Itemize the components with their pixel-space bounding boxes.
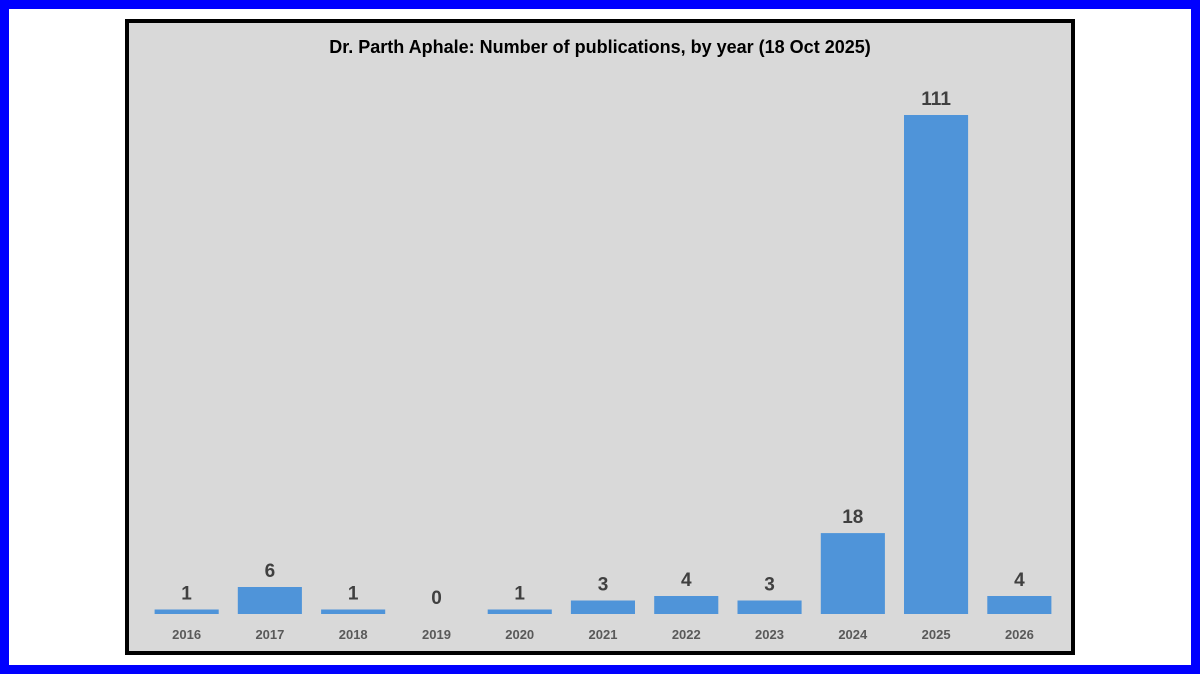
- data-label-2025: 111: [921, 89, 951, 110]
- bar-2024: [820, 533, 885, 614]
- data-label-2023: 3: [764, 575, 775, 596]
- bar-chart-plot: 1 2016 6 2017 1 2018 0 2019 1 2020 3 2021 4 2022 3 2023…: [154, 89, 1052, 642]
- data-label-2024: 18: [842, 507, 863, 528]
- bar-2020: [487, 609, 552, 614]
- x-tick-label-2018: 2018: [339, 627, 368, 642]
- data-label-2016: 1: [181, 584, 192, 605]
- x-tick-label-2017: 2017: [255, 627, 284, 642]
- data-label-2026: 4: [1014, 570, 1025, 591]
- bar-2025: [904, 115, 969, 614]
- x-tick-label-2023: 2023: [755, 627, 784, 642]
- bar-2022: [654, 596, 719, 614]
- data-label-2022: 4: [681, 570, 692, 591]
- x-tick-label-2021: 2021: [589, 627, 618, 642]
- x-tick-label-2025: 2025: [922, 627, 951, 642]
- chart-panel: Dr. Parth Aphale: Number of publications…: [125, 19, 1075, 655]
- x-tick-label-2026: 2026: [1005, 627, 1034, 642]
- data-label-2020: 1: [514, 584, 525, 605]
- data-label-2018: 1: [348, 584, 359, 605]
- x-tick-label-2024: 2024: [838, 627, 868, 642]
- chart-title: Dr. Parth Aphale: Number of publications…: [329, 37, 871, 57]
- bar-2021: [570, 600, 635, 614]
- data-label-2017: 6: [265, 561, 276, 582]
- x-tick-label-2019: 2019: [422, 627, 451, 642]
- bar-2023: [737, 600, 802, 614]
- x-tick-label-2022: 2022: [672, 627, 701, 642]
- x-tick-label-2016: 2016: [172, 627, 201, 642]
- bar-2026: [987, 596, 1052, 614]
- data-label-2021: 3: [598, 575, 609, 596]
- bar-2018: [321, 609, 386, 614]
- bar-2017: [237, 587, 302, 614]
- bar-2016: [154, 609, 219, 614]
- x-tick-label-2020: 2020: [505, 627, 534, 642]
- data-label-2019: 0: [431, 588, 442, 609]
